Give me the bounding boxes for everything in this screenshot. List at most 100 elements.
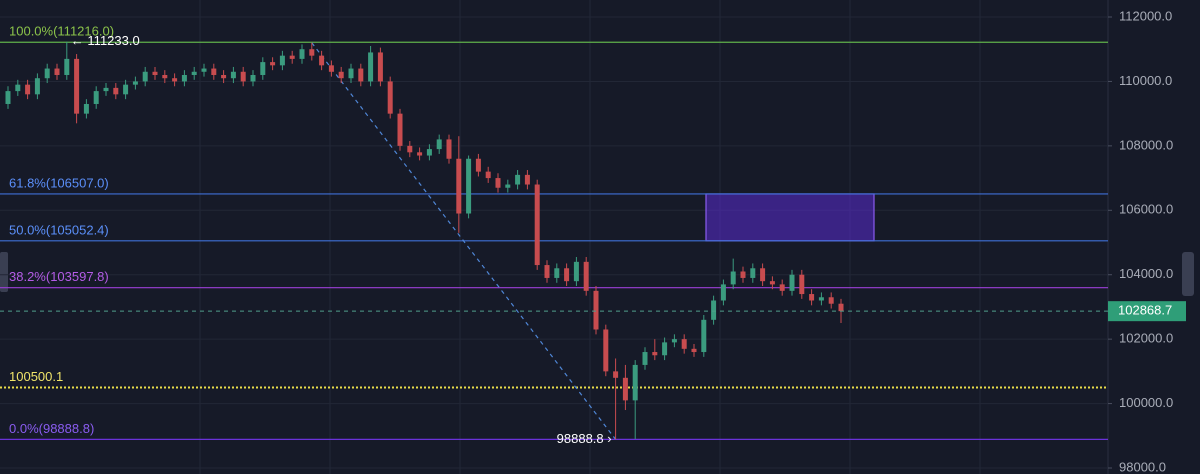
candle-body [162, 74, 168, 79]
candle-body [387, 81, 393, 114]
candle-body [397, 113, 403, 146]
fib-level-label: 100.0%(111216.0) [9, 24, 114, 39]
candle-body [720, 284, 726, 301]
candle-body [191, 71, 197, 75]
candle-body [240, 71, 246, 82]
candle-body [230, 71, 236, 79]
y-tick-label: 106000.0 [1119, 202, 1173, 217]
candle-body [701, 319, 707, 353]
candle-body [573, 261, 579, 282]
fib-level-label: 61.8%(106507.0) [9, 175, 109, 190]
last-price-box [1108, 301, 1186, 322]
last-price-label: 102868.7 [1118, 303, 1172, 318]
trend-line [311, 42, 617, 440]
candle-body [123, 84, 129, 95]
candle-body [632, 364, 638, 401]
candle-body [250, 74, 256, 82]
candle-body [838, 303, 844, 312]
candle-body [348, 68, 354, 79]
left-handle[interactable] [0, 252, 8, 292]
candle-body [368, 52, 374, 82]
candle-body [319, 55, 325, 66]
candle-body [730, 271, 736, 285]
candle-body [25, 84, 31, 95]
candle-body [74, 58, 80, 114]
y-tick-label: 104000.0 [1119, 266, 1173, 281]
candle-body [828, 297, 834, 304]
candle-body [760, 268, 766, 282]
fib-level-label: 50.0%(105052.4) [9, 222, 109, 237]
candle-body [515, 174, 521, 185]
candle-body [44, 68, 50, 79]
right-handle[interactable] [1182, 252, 1194, 296]
candle-body [799, 274, 805, 295]
y-tick-label: 108000.0 [1119, 137, 1173, 152]
candle-body [583, 261, 589, 291]
candle-body [485, 171, 491, 179]
candle-body [132, 81, 138, 85]
candle-body [211, 68, 217, 75]
candle-body [613, 371, 619, 378]
candle-body [93, 91, 99, 104]
zone [705, 193, 875, 242]
candle-body [652, 352, 658, 356]
candle-body [417, 152, 423, 156]
candle-body [221, 74, 227, 79]
candle-body [740, 271, 746, 278]
candle-body [642, 352, 648, 365]
candle-body [436, 139, 442, 150]
candle-body [524, 174, 530, 185]
candle-body [789, 274, 795, 291]
candle-body [5, 91, 11, 104]
candle-body [426, 149, 432, 156]
y-tick-label: 112000.0 [1119, 8, 1172, 23]
candle-body [142, 71, 148, 82]
fib-level-label: 38.2%(103597.8) [9, 269, 109, 284]
candle-body [711, 300, 717, 320]
candle-body [54, 68, 60, 75]
candle-body [475, 158, 481, 172]
candle-body [564, 268, 570, 282]
candle-body [201, 68, 207, 72]
candle-body [671, 339, 677, 343]
candle-body [328, 65, 334, 72]
candle-body [15, 84, 21, 92]
candle-body [662, 342, 668, 356]
y-tick-label: 110000.0 [1119, 73, 1172, 88]
candle-body [260, 62, 266, 75]
candle-body [495, 178, 501, 188]
fib-level-label: 100500.1 [9, 369, 63, 384]
candle-body [289, 55, 295, 59]
candle-body [309, 49, 315, 56]
candle-body [270, 62, 276, 66]
candle-body [779, 284, 785, 291]
candle-body [152, 71, 158, 75]
candle-body [83, 103, 89, 114]
candle-body [603, 329, 609, 372]
candle-body [691, 348, 697, 353]
candle-body [299, 49, 305, 59]
candle-body [377, 52, 383, 82]
candle-body [544, 265, 550, 278]
candle-body [181, 74, 187, 82]
low-marker: 98888.8 › [557, 431, 612, 446]
candle-body [279, 55, 285, 66]
y-tick-label: 100000.0 [1119, 395, 1173, 410]
candle-body [446, 139, 452, 159]
candle-body [113, 87, 119, 95]
candle-body [64, 58, 70, 75]
candle-body [534, 184, 540, 266]
candle-body [505, 184, 511, 188]
candle-body [407, 145, 413, 153]
y-tick-label: 98000.0 [1119, 459, 1166, 474]
candle-body [338, 71, 344, 79]
candle-body [554, 268, 560, 278]
high-marker: ← 111233.0 [71, 33, 140, 48]
candle-body [809, 294, 815, 301]
y-tick-label: 102000.0 [1119, 331, 1173, 346]
candle-body [34, 78, 40, 95]
candle-body [593, 290, 599, 330]
candle-body [622, 377, 628, 401]
